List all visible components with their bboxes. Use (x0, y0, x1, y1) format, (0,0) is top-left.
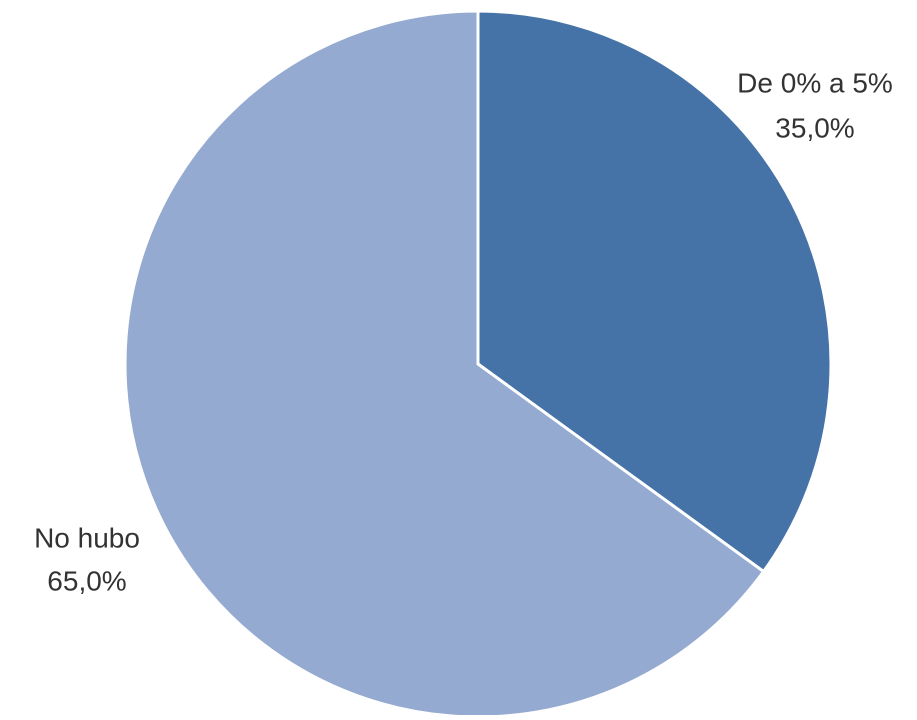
pie-slice (123, 9, 766, 719)
slice-label: No hubo (34, 522, 140, 553)
pie-slice (476, 9, 833, 574)
slice-value-label: 65,0% (47, 565, 126, 596)
slice-value-label: 35,0% (775, 112, 854, 143)
slice-label: De 0% a 5% (737, 67, 893, 98)
